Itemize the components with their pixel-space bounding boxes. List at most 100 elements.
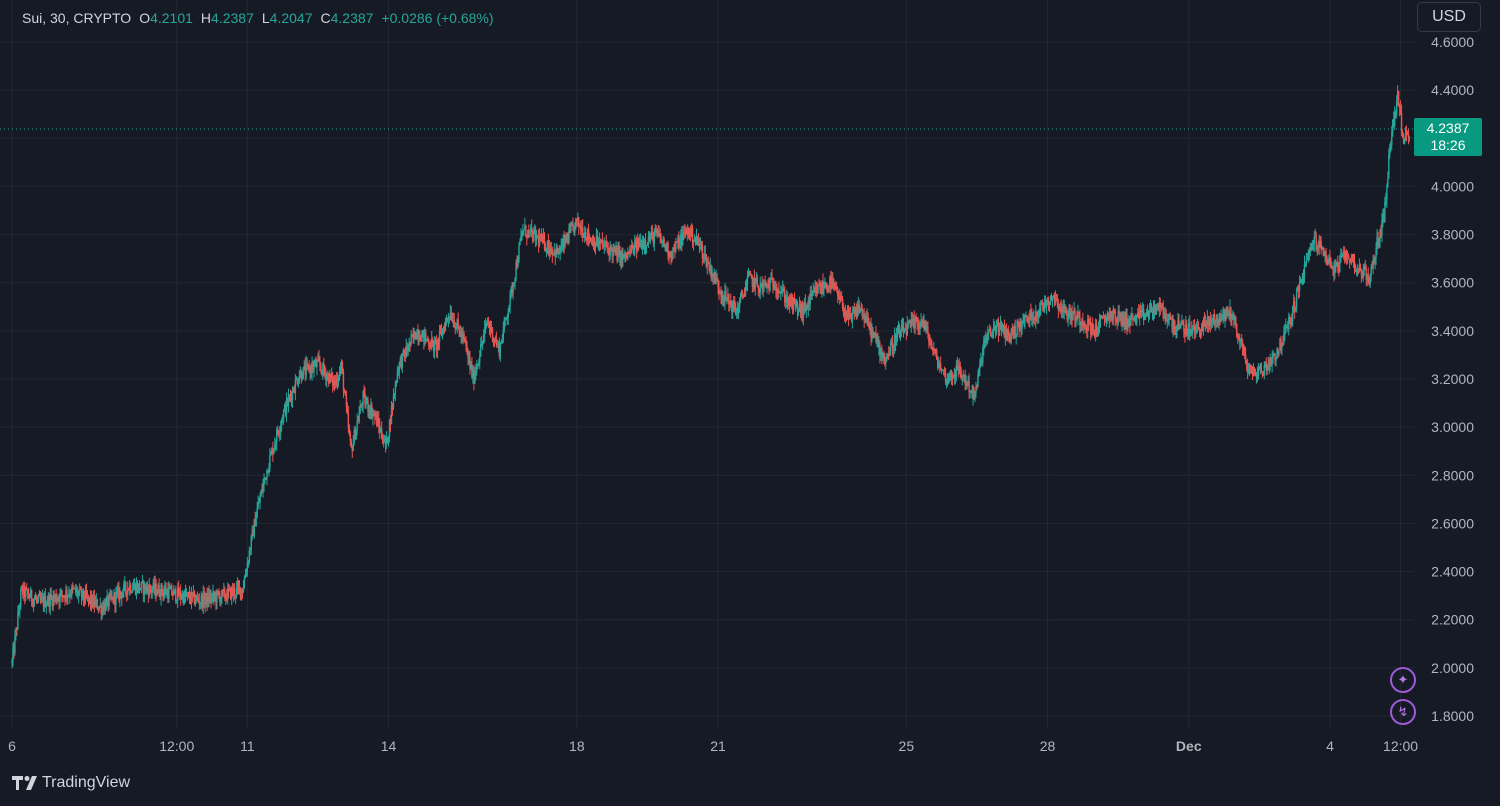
candle-body <box>215 595 217 603</box>
candle-body <box>295 379 298 381</box>
candle-body <box>1304 261 1307 264</box>
candle-body <box>750 275 753 278</box>
candle-body <box>1086 329 1088 331</box>
candle-body <box>1089 321 1091 324</box>
candle-body <box>845 313 848 318</box>
candle-body <box>824 284 826 288</box>
candle-body <box>337 378 340 381</box>
candle-body <box>1345 250 1348 257</box>
candle-body <box>818 284 820 286</box>
price-tick-label: 3.8000 <box>1431 227 1474 243</box>
candle-body <box>271 448 273 453</box>
candle-body <box>481 343 483 345</box>
tradingview-logo[interactable]: TradingView <box>12 774 130 792</box>
candle-body <box>384 437 387 445</box>
candle-body <box>761 283 763 290</box>
candle-body <box>46 603 49 605</box>
candle-body <box>1133 318 1135 320</box>
candle-body <box>81 589 84 598</box>
candle-body <box>17 612 19 630</box>
candle-body <box>815 287 817 290</box>
candle-body <box>1236 324 1238 338</box>
candle-body <box>115 592 117 605</box>
candle-body <box>403 350 405 354</box>
price-axis: 4.60004.40004.20004.00003.80003.60003.40… <box>1431 34 1474 724</box>
candle-body <box>796 302 799 312</box>
candle-body <box>1337 261 1339 268</box>
candle-body <box>902 325 905 334</box>
candle-body <box>61 590 63 596</box>
currency-button[interactable]: USD <box>1417 2 1481 32</box>
lightning-icon[interactable]: ↯ <box>1390 699 1416 725</box>
candle-body <box>694 240 697 242</box>
high-label: H <box>200 10 212 26</box>
candle-body <box>1325 251 1327 257</box>
candle-body <box>495 339 498 346</box>
candle-body <box>1407 133 1410 138</box>
candle-body <box>717 280 719 288</box>
candle-body <box>981 360 983 363</box>
low-value: 4.2047 <box>269 10 313 26</box>
candle-body <box>420 340 422 342</box>
candle-body <box>666 242 668 252</box>
candle-body <box>1028 317 1030 321</box>
candle-body <box>264 477 266 480</box>
candle-body <box>1310 248 1313 250</box>
candle-body <box>303 365 305 368</box>
candle-body <box>696 236 699 241</box>
symbol-label[interactable]: Sui, 30, CRYPTO <box>22 10 132 26</box>
candle-body <box>853 310 856 312</box>
candle-body <box>972 388 974 399</box>
candle-body <box>1041 304 1044 306</box>
candle-body <box>760 283 762 285</box>
candle-body <box>357 421 359 423</box>
candle-body <box>194 601 197 604</box>
candle-body <box>86 595 89 597</box>
candle-body <box>344 393 347 396</box>
sparkle-icon[interactable]: ✦ <box>1390 667 1416 693</box>
candle-body <box>629 249 631 254</box>
candle-body <box>814 287 816 293</box>
candle-body <box>992 326 995 331</box>
candle-body <box>289 395 292 397</box>
candle-body <box>683 232 685 234</box>
candle-body <box>1113 309 1115 311</box>
candle-body <box>562 238 564 245</box>
candle-body <box>973 388 975 399</box>
candle-body <box>825 284 827 288</box>
candle-body <box>449 313 452 318</box>
candle-body <box>622 254 624 260</box>
candle-body <box>906 324 909 335</box>
candle-body <box>967 380 969 386</box>
candle-body <box>444 321 447 331</box>
candle-body <box>809 293 811 304</box>
candle-body <box>1144 313 1147 316</box>
candle-body <box>176 600 178 602</box>
candle-body <box>392 394 395 408</box>
candle-body <box>529 230 531 232</box>
candle-body <box>1366 274 1368 281</box>
candle-body <box>896 333 899 336</box>
candle-body <box>831 279 833 289</box>
candle-body <box>603 245 606 247</box>
candle-body <box>236 584 239 588</box>
candle-body <box>986 339 988 343</box>
candle-body <box>1052 294 1055 297</box>
candle-body <box>953 373 956 378</box>
candle-body <box>1307 253 1310 258</box>
candle-body <box>915 317 917 322</box>
candle-body <box>1027 317 1029 322</box>
candle-body <box>464 337 466 343</box>
candle-body <box>1234 317 1236 320</box>
candle-body <box>1314 236 1316 238</box>
candle-body <box>919 324 921 328</box>
candle-body <box>190 592 193 603</box>
candle-body <box>428 341 430 346</box>
candle-body <box>1215 315 1217 321</box>
candle-body <box>857 304 859 309</box>
candle-body <box>143 584 146 595</box>
candle-body <box>955 365 958 378</box>
candle-body <box>1036 312 1038 316</box>
candle-body <box>84 591 87 601</box>
